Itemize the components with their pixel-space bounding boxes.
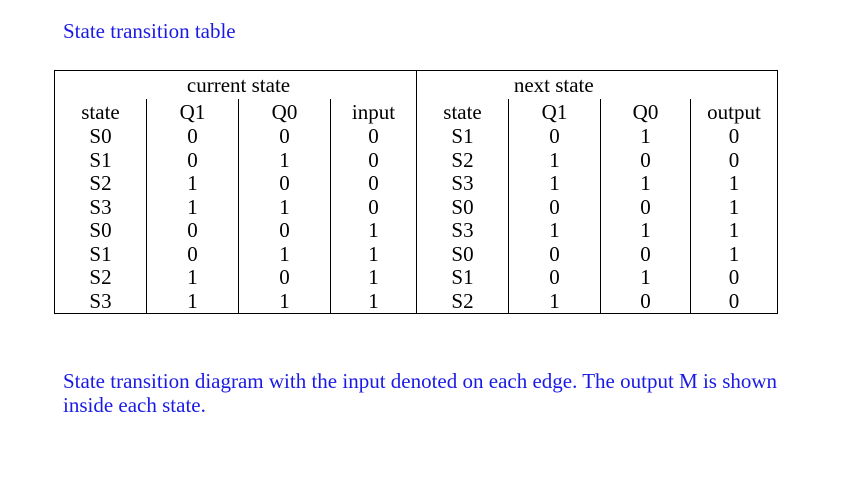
table-cell: 1 [600,266,692,290]
table-cell: 1 [690,195,779,219]
table-row: S1 0 1 1 S0 0 0 1 [54,242,779,266]
table-cell: 1 [330,266,418,290]
table-cell: 0 [146,125,239,149]
table-cell: 0 [600,195,692,219]
table-cell: S1 [416,266,510,290]
table-cell: 1 [690,219,779,243]
table-cell: 1 [330,289,418,314]
table-cell: S3 [54,289,147,314]
table-cell: 0 [146,219,239,243]
next-state-group-header: next state [416,70,691,99]
table-cell: 0 [508,125,602,149]
column-header: input [330,99,418,125]
table-cell: 0 [330,125,418,149]
table-cell: S1 [54,148,147,172]
table-cell: 0 [508,266,602,290]
table-cell: 1 [690,172,779,196]
table-cell: 1 [330,242,418,266]
table-cell: S3 [416,172,510,196]
column-header-row: state Q1 Q0 input state Q1 Q0 output [54,99,779,125]
page-title: State transition table [63,19,236,43]
table-cell: S0 [54,219,147,243]
table-cell: 0 [330,148,418,172]
group-header-row: current state next state [54,70,779,99]
table-cell: 1 [237,148,332,172]
table-cell: 0 [146,242,239,266]
table-cell: S3 [416,219,510,243]
table-cell: 0 [690,125,779,149]
table-cell: 1 [508,219,602,243]
table-cell: 1 [237,195,332,219]
table-cell: 0 [690,289,779,314]
table-cell: 0 [330,195,418,219]
table-row: S1 0 1 0 S2 1 0 0 [54,148,779,172]
diagram-caption: State transition diagram with the input … [63,369,778,417]
column-header: Q1 [508,99,602,125]
table-cell: S2 [54,266,147,290]
table-cell: 0 [600,242,692,266]
group-header-blank [690,70,779,99]
table-cell: 0 [600,289,692,314]
table-cell: 0 [690,148,779,172]
table-cell: S1 [416,125,510,149]
table-cell: S0 [416,195,510,219]
table-cell: 1 [146,195,239,219]
table-cell: 1 [146,172,239,196]
table-cell: 1 [146,289,239,314]
column-header: Q0 [600,99,692,125]
table-cell: S1 [54,242,147,266]
table-cell: 1 [508,148,602,172]
column-header: Q0 [237,99,332,125]
table-row: S3 1 1 0 S0 0 0 1 [54,195,779,219]
table-cell: 1 [237,289,332,314]
table-cell: 1 [508,172,602,196]
table-cell: 1 [237,242,332,266]
table-row: S2 1 0 0 S3 1 1 1 [54,172,779,196]
table-cell: S0 [416,242,510,266]
table-cell: 0 [237,125,332,149]
table-cell: 0 [330,172,418,196]
table-cell: 1 [690,242,779,266]
column-header: state [416,99,510,125]
table-row: S3 1 1 1 S2 1 0 0 [54,289,779,314]
table-cell: 1 [600,125,692,149]
group-header-blank [54,70,147,99]
column-header: output [690,99,779,125]
current-state-group-header: current state [146,70,331,99]
table-row: S2 1 0 1 S1 0 1 0 [54,266,779,290]
table-cell: 1 [600,172,692,196]
table-cell: 0 [237,266,332,290]
table-row: S0 0 0 1 S3 1 1 1 [54,219,779,243]
table-cell: 0 [600,148,692,172]
table-cell: 1 [146,266,239,290]
table-row: S0 0 0 0 S1 0 1 0 [54,125,779,149]
group-header-blank [330,70,417,99]
table-cell: 0 [508,242,602,266]
table-cell: 1 [508,289,602,314]
table-cell: S2 [416,148,510,172]
column-header: Q1 [146,99,239,125]
table-cell: 1 [600,219,692,243]
table-cell: 0 [146,148,239,172]
state-transition-table: current state next state state Q1 Q0 inp… [54,70,779,314]
column-header: state [54,99,147,125]
table-cell: 0 [237,219,332,243]
table-cell: 0 [237,172,332,196]
table-cell: 0 [508,195,602,219]
table-cell: S2 [416,289,510,314]
table-cell: S0 [54,125,147,149]
table-cell: S2 [54,172,147,196]
table-cell: S3 [54,195,147,219]
table-cell: 1 [330,219,418,243]
table-cell: 0 [690,266,779,290]
